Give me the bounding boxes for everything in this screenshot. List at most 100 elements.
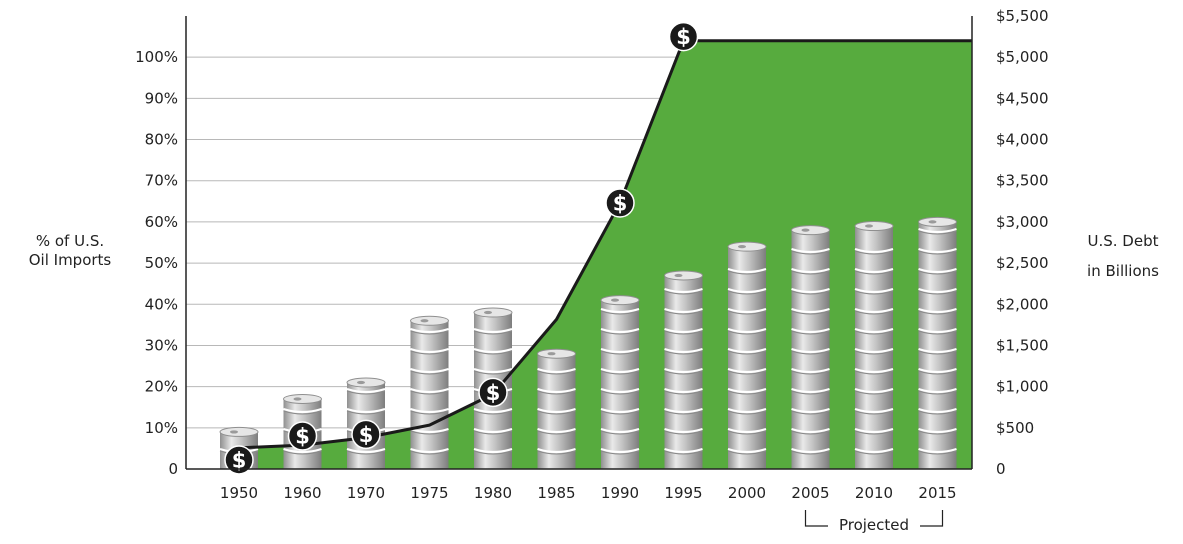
barrel-rib xyxy=(854,427,894,434)
dollar-sign: $ xyxy=(676,25,691,49)
barrel-rib xyxy=(600,427,640,434)
barrel-rib xyxy=(600,387,640,394)
barrel-rib xyxy=(473,367,513,374)
barrel-rib xyxy=(727,287,767,294)
right-tick-label: $500 xyxy=(996,419,1034,437)
dollar-sign: $ xyxy=(232,448,247,472)
barrel-cap xyxy=(801,228,810,232)
barrel-rib xyxy=(918,327,957,334)
dollar-marker: $ xyxy=(287,421,318,451)
barrel-rib-shadow xyxy=(854,290,894,295)
barrel-rib-shadow xyxy=(918,410,957,415)
barrel-rib-shadow xyxy=(854,250,894,255)
barrel-lid xyxy=(727,241,767,252)
barrel-rib xyxy=(854,247,894,254)
barrel-rib-shadow xyxy=(410,330,449,335)
barrel-rib xyxy=(727,267,767,274)
barrel-rib-shadow xyxy=(727,270,767,275)
barrel-lid xyxy=(791,225,830,236)
barrel-body xyxy=(601,300,639,469)
barrel-rib xyxy=(854,387,894,394)
barrel-rib-shadow xyxy=(791,450,830,455)
barrel-lid xyxy=(410,315,449,326)
barrel-rib xyxy=(537,447,576,454)
right-axis-ticks: 0 $500 $1,000 $1,500 $2,000 $2,500 $3,000 $3,50… xyxy=(996,7,1049,478)
barrel-rib xyxy=(727,307,767,314)
barrel-rib-shadow xyxy=(410,370,449,375)
barrel-rib xyxy=(664,347,703,354)
projected-label: Projected xyxy=(839,516,909,534)
barrel-rib xyxy=(600,447,640,454)
barrel-rib-shadow xyxy=(918,310,957,315)
barrel-rib-shadow xyxy=(410,410,449,415)
barrel-rib xyxy=(918,227,957,234)
barrel-rib-shadow xyxy=(346,390,386,395)
barrel-cap xyxy=(738,245,746,249)
barrel-rib xyxy=(473,327,513,334)
left-tick-label: 0 xyxy=(168,460,178,478)
barrel-rib-shadow xyxy=(664,290,703,295)
debt-area xyxy=(239,40,972,469)
barrel-rib xyxy=(410,427,449,434)
left-tick-label: 70% xyxy=(145,172,178,190)
barrel-rib xyxy=(664,327,703,334)
barrel-rib-shadow xyxy=(537,390,576,395)
barrel-rib-shadow xyxy=(410,450,449,455)
barrel-cap xyxy=(674,273,683,278)
barrel-rib xyxy=(473,347,513,354)
dollar-sign: $ xyxy=(295,425,310,449)
barrel-body xyxy=(918,221,957,469)
barrel-rib-shadow xyxy=(664,310,703,315)
barrel-rib-shadow xyxy=(473,350,513,355)
barrel-rib xyxy=(791,267,830,274)
x-tick-label: 1995 xyxy=(664,484,702,502)
barrel-rib xyxy=(854,327,894,334)
barrel-rib-shadow xyxy=(727,390,767,395)
left-tick-label: 50% xyxy=(145,254,178,272)
dollar-coin-icon xyxy=(668,21,699,52)
barrel-bar xyxy=(600,295,640,469)
barrel-rib-shadow xyxy=(854,330,894,335)
barrel-bar xyxy=(664,270,703,469)
barrel-rib xyxy=(918,367,957,374)
left-tick-label: 90% xyxy=(145,89,178,107)
left-tick-label: 100% xyxy=(135,48,178,66)
barrel-rib-shadow xyxy=(918,390,957,395)
left-tick-label: 40% xyxy=(145,295,178,313)
barrel-rib-shadow xyxy=(664,450,703,455)
barrel-rib xyxy=(918,287,957,294)
barrel-rib-shadow xyxy=(537,450,576,455)
barrel-rib-shadow xyxy=(410,430,449,435)
barrel-rib-shadow xyxy=(918,350,957,355)
debt-markers: $ $ $ $ $ $ xyxy=(224,21,699,475)
barrel-rib-shadow xyxy=(918,250,957,255)
barrel-bar xyxy=(918,216,957,469)
right-tick-label: $1,500 xyxy=(996,336,1049,354)
barrel-rib xyxy=(854,287,894,294)
barrel-cap xyxy=(293,397,302,401)
barrel-rib-shadow xyxy=(600,310,640,315)
barrel-cap xyxy=(547,352,556,356)
barrel-rib xyxy=(664,447,703,454)
barrel-body xyxy=(855,226,893,469)
left-tick-label: 10% xyxy=(145,419,178,437)
barrel-rib xyxy=(537,387,576,394)
barrel-rib-shadow xyxy=(791,250,830,255)
barrel-rib xyxy=(473,427,513,434)
barrel-rib xyxy=(727,447,767,454)
barrel-lid xyxy=(346,377,386,388)
barrel-rib-shadow xyxy=(283,450,322,455)
barrel-rib-shadow xyxy=(537,370,576,375)
barrel-cap xyxy=(611,298,619,302)
barrel-rib-shadow xyxy=(918,330,957,335)
barrel-rib xyxy=(791,347,830,354)
barrel-rib-shadow xyxy=(854,310,894,315)
barrel-rib-shadow xyxy=(600,350,640,355)
barrel-rib xyxy=(600,367,640,374)
barrel-rib xyxy=(664,427,703,434)
barrel-bar xyxy=(537,348,576,469)
barrel-rib-shadow xyxy=(791,350,830,355)
barrel-rib xyxy=(410,407,449,414)
barrel-rib xyxy=(727,347,767,354)
